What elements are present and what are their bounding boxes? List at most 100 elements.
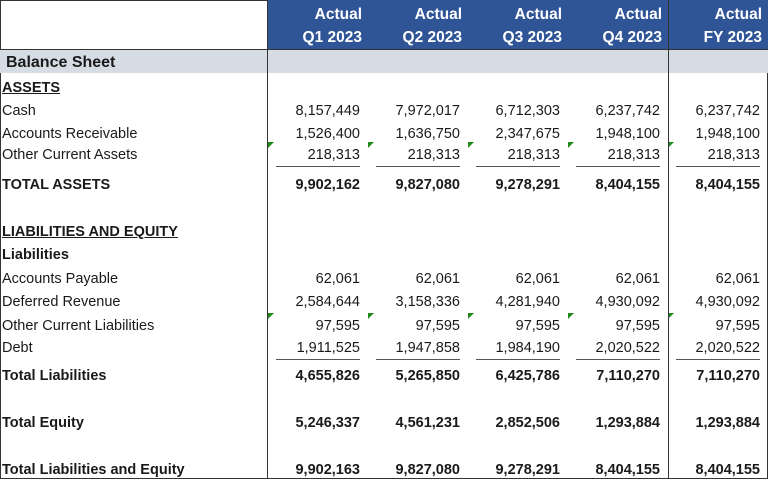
row-label: Total Equity [2,415,84,431]
cell-value[interactable]: 62,061 [315,271,360,287]
cell-value[interactable]: 9,902,162 [295,177,360,193]
column-header[interactable]: Actual Q2 2023 [368,0,468,49]
cell-value[interactable]: 1,948,100 [595,126,660,142]
column-header[interactable]: Actual FY 2023 [668,0,768,49]
column-header-line2: Q2 2023 [402,29,462,46]
cell-value[interactable]: 7,110,270 [596,368,660,384]
cell-value[interactable]: 218,313 [407,147,460,163]
cell-value[interactable]: 4,930,092 [695,294,760,310]
header-divider [0,49,768,50]
cell-value[interactable]: 97,595 [615,318,660,334]
cell-value[interactable]: 9,278,291 [495,177,560,193]
row-label: Other Current Assets [2,147,138,163]
cell-value[interactable]: 1,911,525 [296,340,360,356]
cell-value[interactable]: 8,404,155 [695,462,760,478]
cell-value[interactable]: 2,347,675 [495,126,560,142]
row-label: Cash [2,103,36,119]
error-indicator-icon[interactable] [568,142,574,148]
cell-value[interactable]: 9,827,080 [395,177,460,193]
table-row[interactable]: Cash 8,157,449 7,972,017 6,712,303 6,237,742… [0,100,768,122]
section-title-row[interactable]: Balance Sheet [0,52,768,74]
cell-value[interactable]: 62,061 [415,271,460,287]
cell-value[interactable]: 8,404,155 [695,177,760,193]
column-header[interactable]: Actual Q1 2023 [268,0,368,49]
cell-value[interactable]: 6,237,742 [595,103,660,119]
cell-value[interactable]: 97,595 [715,318,760,334]
cell-value[interactable]: 8,157,449 [295,103,360,119]
cell-value[interactable]: 62,061 [515,271,560,287]
error-indicator-icon[interactable] [468,142,474,148]
cell-value[interactable]: 7,972,017 [395,103,460,119]
row-label: Accounts Payable [2,271,119,287]
cell-value[interactable]: 218,313 [507,147,560,163]
subtotal-underline [576,359,660,360]
column-header-line1: Actual [514,6,562,23]
cell-value[interactable]: 7,110,270 [696,368,760,384]
cell-value[interactable]: 2,852,506 [495,415,560,431]
row-label: TOTAL ASSETS [2,177,111,193]
cell-value[interactable]: 218,313 [707,147,760,163]
row-label: Total Liabilities [2,368,107,384]
table-row[interactable]: LIABILITIES AND EQUITY [0,221,768,243]
cell-value[interactable]: 6,425,786 [495,368,560,384]
error-indicator-icon[interactable] [568,313,574,319]
cell-value[interactable]: 97,595 [415,318,460,334]
table-row[interactable]: Total Equity 5,246,337 4,561,231 2,852,506 1… [0,412,768,434]
cell-value[interactable]: 6,237,742 [695,103,760,119]
cell-value[interactable]: 1,948,100 [695,126,760,142]
cell-value[interactable]: 97,595 [515,318,560,334]
table-row[interactable]: Debt 1,911,525 1,947,858 1,984,190 2,020,522… [0,337,768,360]
cell-value[interactable]: 62,061 [615,271,660,287]
error-indicator-icon[interactable] [668,313,674,319]
table-row[interactable]: Total Liabilities 4,655,826 5,265,850 6,425… [0,365,768,387]
table-row[interactable]: Deferred Revenue 2,584,644 3,158,336 4,281,… [0,291,768,313]
error-indicator-icon[interactable] [268,142,274,148]
cell-value[interactable]: 1,947,858 [395,340,460,356]
cell-value[interactable]: 5,265,850 [395,368,460,384]
cell-value[interactable]: 1,636,750 [395,126,460,142]
cell-value[interactable]: 4,655,826 [295,368,360,384]
cell-value[interactable]: 97,595 [315,318,360,334]
table-row[interactable]: Accounts Payable 62,061 62,061 62,061 62,061… [0,268,768,290]
cell-value[interactable]: 5,246,337 [295,415,360,431]
table-row[interactable]: Total Liabilities and Equity 9,902,163 9,8… [0,459,768,481]
cell-value[interactable]: 2,584,644 [295,294,360,310]
cell-value[interactable]: 218,313 [307,147,360,163]
cell-value[interactable]: 218,313 [607,147,660,163]
error-indicator-icon[interactable] [368,142,374,148]
cell-value[interactable]: 4,281,940 [495,294,560,310]
cell-value[interactable]: 1,984,190 [495,340,560,356]
column-header-line1: Actual [414,6,462,23]
cell-value[interactable]: 8,404,155 [595,462,660,478]
cell-value[interactable]: 1,526,400 [295,126,360,142]
cell-value[interactable]: 9,827,080 [395,462,460,478]
cell-value[interactable]: 6,712,303 [495,103,560,119]
table-row[interactable]: Other Current Assets 218,313 218,313 218,31… [0,142,768,167]
column-header-line1: Actual [314,6,362,23]
subtotal-underline [576,166,660,167]
cell-value[interactable]: 9,902,163 [295,462,360,478]
error-indicator-icon[interactable] [368,313,374,319]
cell-value[interactable]: 1,293,884 [695,415,760,431]
cell-value[interactable]: 4,930,092 [595,294,660,310]
table-row[interactable]: Other Current Liabilities 97,595 97,595 97,… [0,313,768,337]
error-indicator-icon[interactable] [268,313,274,319]
table-row[interactable]: TOTAL ASSETS 9,902,162 9,827,080 9,278,291 8… [0,174,768,196]
cell-value[interactable]: 1,293,884 [595,415,660,431]
cell-value[interactable]: 9,278,291 [495,462,560,478]
column-header[interactable]: Actual Q4 2023 [568,0,668,49]
column-header-line2: FY 2023 [703,29,762,46]
error-indicator-icon[interactable] [468,313,474,319]
table-row[interactable]: Accounts Receivable 1,526,400 1,636,750 2,3… [0,123,768,145]
cell-value[interactable]: 62,061 [715,271,760,287]
cell-value[interactable]: 2,020,522 [595,340,660,356]
cell-value[interactable]: 3,158,336 [395,294,460,310]
cell-value[interactable]: 8,404,155 [595,177,660,193]
table-row[interactable]: ASSETS [0,77,768,99]
cell-value[interactable]: 2,020,522 [695,340,760,356]
cell-value[interactable]: 4,561,231 [395,415,460,431]
error-indicator-icon[interactable] [668,142,674,148]
row-label: LIABILITIES AND EQUITY [2,224,178,240]
table-row[interactable]: Liabilities [0,244,768,266]
column-header[interactable]: Actual Q3 2023 [468,0,568,49]
